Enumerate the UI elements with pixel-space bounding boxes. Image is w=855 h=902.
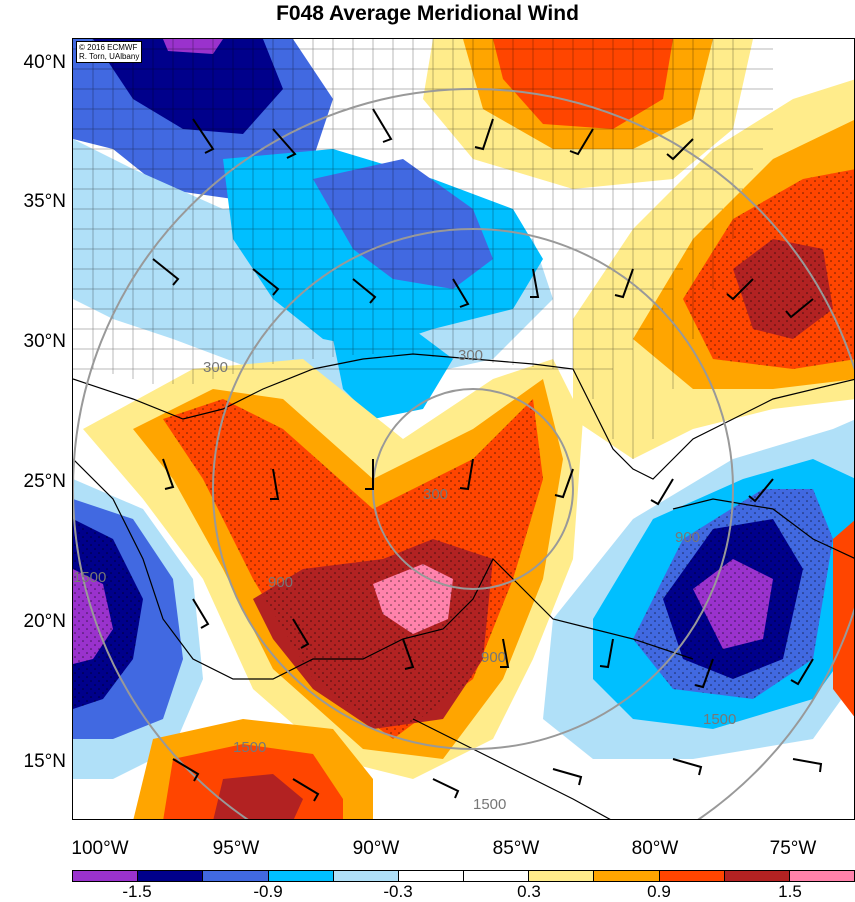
author-line: R. Torn, UAlbany: [79, 52, 140, 61]
colorbar-segment: [138, 871, 204, 881]
colorbar-segment: [73, 871, 139, 881]
lon-label-90: 90°W: [352, 838, 400, 859]
map-title: F048 Average Meridional Wind: [276, 2, 579, 25]
contour-label: 1500: [73, 569, 107, 586]
lon-label-100: 100°W: [71, 838, 129, 859]
lon-label-95: 95°W: [212, 838, 260, 859]
contour-label: 300: [203, 359, 229, 376]
colorbar-label: -1.5: [122, 882, 152, 901]
copyright-notice: © 2016 ECMWF R. Torn, UAlbany: [76, 41, 143, 63]
lat-label-25: 25°N: [23, 471, 66, 492]
colorbar-segment: [268, 871, 334, 881]
colorbar-label: 1.5: [778, 882, 802, 901]
colorbar-segment: [203, 871, 269, 881]
colorbar-segment: [724, 871, 790, 881]
contour-label: 300: [458, 347, 484, 364]
lat-label-35: 35°N: [23, 191, 66, 212]
colorbar-label: -0.3: [383, 882, 413, 901]
map-canvas: [73, 39, 854, 819]
colorbar-label: -0.9: [253, 882, 283, 901]
lon-label-75: 75°W: [769, 838, 817, 859]
contour-label: 300: [423, 486, 449, 503]
colorbar-segment: [659, 871, 725, 881]
lat-label-40: 40°N: [23, 52, 66, 73]
colorbar-segment: [464, 871, 530, 881]
lat-label-15: 15°N: [23, 751, 66, 772]
county-boundaries: [73, 39, 773, 459]
colorbar-segment: [789, 871, 855, 881]
contour-label: 1500: [473, 796, 507, 813]
lat-label-30: 30°N: [23, 331, 66, 352]
colorbar-segment: [594, 871, 660, 881]
wind-barb-icon: [152, 108, 823, 802]
colorbar-label: 0.9: [647, 882, 671, 901]
colorbar-segment: [333, 871, 399, 881]
lat-label-20: 20°N: [23, 611, 66, 632]
significance-stippling: [73, 169, 854, 739]
lon-label-80: 80°W: [631, 838, 679, 859]
map-panel: 300 300 300 900 900 900 1500 1500 1500 1…: [72, 38, 855, 820]
contour-label: 1500: [233, 739, 267, 756]
contour-label: 900: [268, 574, 294, 591]
colorbar: [72, 870, 855, 882]
contour-label: 900: [675, 529, 701, 546]
colorbar-label: 0.3: [517, 882, 541, 901]
contour-label: 1500: [703, 711, 737, 728]
copyright-line: © 2016 ECMWF: [79, 43, 138, 52]
colorbar-segment: [398, 871, 465, 881]
colorbar-segment: [529, 871, 595, 881]
contour-label: 900: [481, 649, 507, 666]
lon-label-85: 85°W: [492, 838, 540, 859]
